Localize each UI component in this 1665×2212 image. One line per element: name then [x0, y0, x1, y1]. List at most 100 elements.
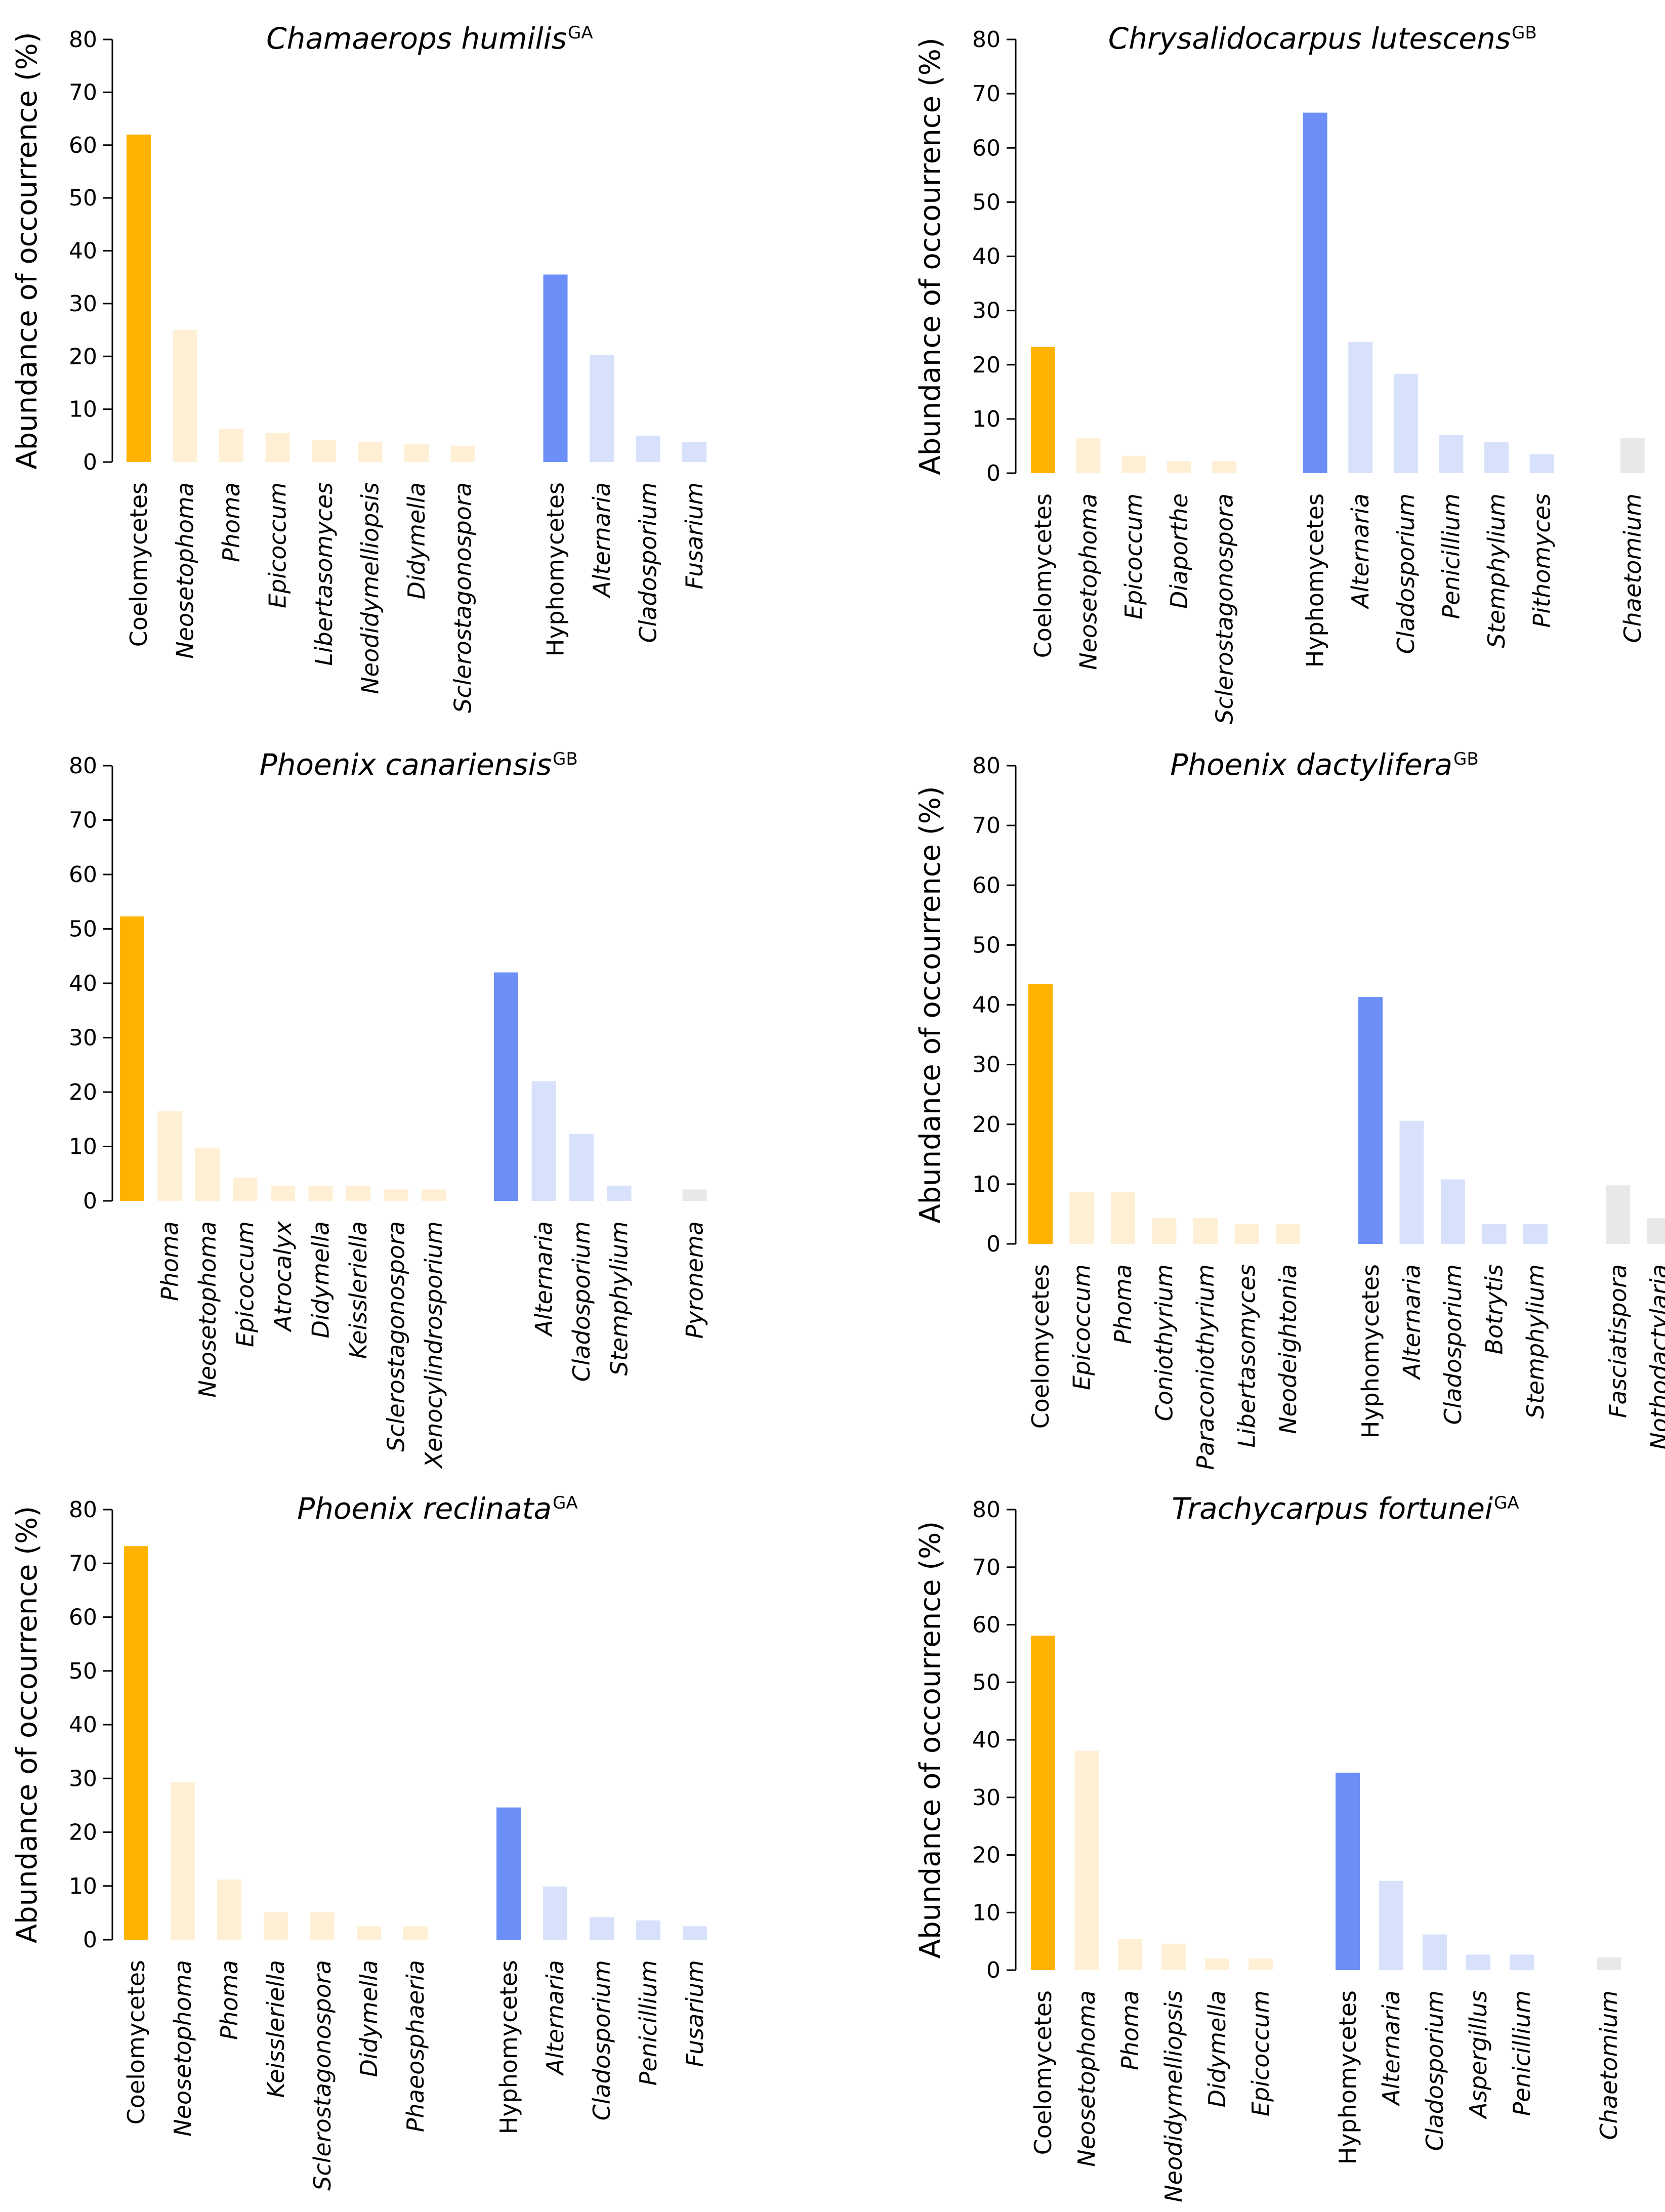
y-tick-label: 60 — [972, 872, 1001, 898]
chart-title: Chrysalidocarpus lutescens — [1108, 21, 1511, 56]
y-tick-label: 70 — [972, 1555, 1001, 1580]
y-tick-label: 60 — [69, 133, 97, 158]
chart-title-superscript: GA — [568, 23, 593, 43]
bar-hyphomycetes — [496, 1807, 521, 1940]
category-label: Coelomycetes — [1029, 1990, 1057, 2155]
category-label: Epicoccum — [264, 482, 292, 608]
chart-title-superscript: GA — [553, 1493, 578, 1513]
bar-alternaria — [590, 355, 614, 462]
category-label: Sclerostagonospora — [1211, 493, 1238, 724]
y-axis-label: Abundance of occourrence (%) — [914, 37, 947, 475]
category-label: Pyronema — [681, 1221, 709, 1339]
category-label: Coniothyrium — [1151, 1264, 1178, 1421]
y-tick-label: 30 — [69, 1766, 97, 1791]
category-label: Fusarium — [681, 1960, 709, 2067]
category-label: Phoma — [216, 1960, 243, 2040]
category-label: Phaeosphaeria — [402, 1960, 429, 2132]
bar-cladosporium — [1393, 373, 1418, 473]
y-tick-label: 80 — [972, 753, 1001, 779]
y-tick-label: 30 — [972, 298, 1001, 324]
bar-alternaria — [531, 1081, 556, 1201]
category-label: Botrytis — [1481, 1264, 1508, 1355]
category-label: Aspergillus — [1465, 1990, 1492, 2120]
category-label: Neosetophoma — [172, 482, 199, 659]
bar-neosetophoma — [195, 1147, 220, 1201]
category-label: Atrocalyx — [269, 1221, 297, 1332]
chart-title: Phoenix dactylifera — [1170, 747, 1452, 782]
category-label: Phoma — [218, 482, 245, 562]
category-label: Alternaria — [588, 482, 615, 599]
bar-didymella — [404, 444, 429, 462]
category-label: Hyphomycetes — [1357, 1264, 1384, 1438]
bar-cladosporium — [590, 1917, 614, 1940]
category-label: Neosetophoma — [1073, 1990, 1100, 2167]
bar-chaetomium — [1597, 1957, 1621, 1970]
bar-stemphylium — [1523, 1224, 1548, 1244]
chart-title: Trachycarpus fortunei — [1172, 1491, 1493, 1526]
y-tick-label: 50 — [972, 1670, 1001, 1695]
panel-trachycarpus-fortunei: 0 10 20 30 40 50 60 70 80 Abundance of occourrenc… — [914, 1491, 1622, 2202]
category-label: Didymella — [403, 482, 430, 599]
bar-fusarium — [682, 442, 706, 462]
category-label: Coelomycetes — [1029, 493, 1057, 658]
bar-cladosporium — [1423, 1934, 1447, 1970]
category-label: Alternaria — [1347, 493, 1374, 610]
category-label: Epicoccum — [1247, 1990, 1274, 2116]
panel-chamaerops-humilis: 0 10 20 30 40 50 60 70 80 Abundance of occourrenc… — [11, 21, 708, 713]
bar-coniothyrium — [1152, 1218, 1177, 1244]
bar-alternaria — [1379, 1881, 1403, 1970]
bar-sclerostagonospora — [310, 1912, 335, 1940]
chart-title: Phoenix reclinata — [297, 1491, 552, 1526]
y-tick-label: 40 — [972, 1727, 1001, 1753]
bar-keissleriella — [346, 1185, 370, 1201]
bar-fasciatispora — [1606, 1185, 1630, 1244]
bar-pithomyces — [1529, 454, 1554, 473]
category-label: Penicillium — [635, 1960, 662, 2085]
bar-group-total — [120, 916, 144, 1201]
y-tick-label: 10 — [69, 1873, 97, 1899]
panel-phoenix-reclinata: 0 10 20 30 40 50 60 70 80 Abundance of occourrenc… — [11, 1491, 709, 2191]
bar-epicoccum — [1121, 455, 1146, 473]
category-label: Pithomyces — [1528, 493, 1556, 628]
panel-chrysalidocarpus-lutescens: 0 10 20 30 40 50 60 70 80 Abundance of occourrenc… — [914, 21, 1646, 724]
y-tick-label: 80 — [972, 27, 1001, 53]
bar-epicoccum — [265, 433, 290, 462]
bar-hyphomycetes — [1336, 1772, 1360, 1970]
bar-coelomycetes — [127, 134, 151, 462]
y-tick-label: 10 — [972, 406, 1001, 432]
y-tick-label: 50 — [972, 189, 1001, 215]
bar-alternaria — [1348, 342, 1373, 473]
panel-phoenix-canariensis: 0 10 20 30 40 50 60 70 80 Phoenix canariensis GB Ph… — [69, 747, 709, 1469]
category-label: Sclerostagonospora — [309, 1960, 336, 2191]
y-tick-label: 20 — [972, 352, 1001, 378]
y-tick-label: 30 — [972, 1785, 1001, 1811]
category-label: Libertasomyces — [1233, 1264, 1261, 1448]
bar-cladosporium — [569, 1134, 594, 1201]
y-tick-label: 20 — [972, 1843, 1001, 1868]
bar-penicillium — [636, 1920, 660, 1940]
category-label: Coelomycetes — [125, 482, 152, 647]
bar-hyphomycetes — [543, 274, 568, 462]
y-axis-label: Abundance of occourrence (%) — [11, 1506, 44, 1943]
category-label: Neodeightonia — [1274, 1264, 1302, 1434]
category-label: Hyphomycetes — [1334, 1990, 1361, 2164]
bar-libertasomyces — [1234, 1224, 1259, 1244]
y-tick-label: 20 — [69, 1820, 97, 1846]
category-label: Stemphylium — [606, 1221, 633, 1375]
y-tick-label: 40 — [69, 1712, 97, 1738]
category-label: Fusarium — [681, 482, 708, 590]
bar-neosetophoma — [171, 1782, 195, 1940]
bar-pyronema — [682, 1189, 707, 1201]
category-label: Fasciatispora — [1604, 1264, 1632, 1418]
bar-sclerostagonospora — [384, 1189, 408, 1201]
bar-neodidymelliopsis — [1161, 1943, 1186, 1970]
category-label: Coelomycetes — [1027, 1264, 1054, 1429]
category-label: Alternaria — [530, 1221, 558, 1338]
category-label: Phoma — [156, 1221, 184, 1301]
y-tick-label: 60 — [69, 1605, 97, 1631]
category-label: Cladosporium — [635, 482, 662, 643]
bar-phoma — [157, 1111, 182, 1201]
bar-nothodactylaria — [1647, 1218, 1665, 1244]
category-label: Phoma — [1109, 1264, 1137, 1344]
bar-epicoccum — [1248, 1958, 1273, 1970]
